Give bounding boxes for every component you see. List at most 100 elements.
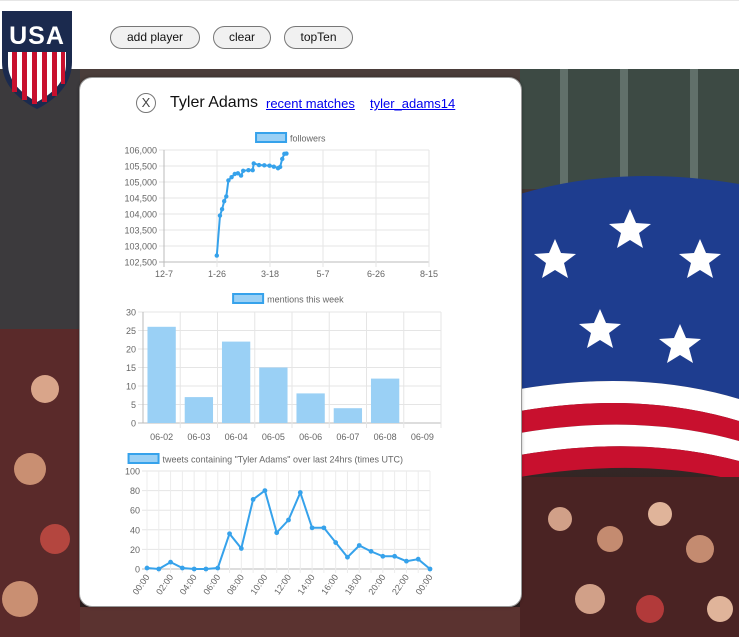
- mentions-bar: [221, 341, 251, 423]
- mentions-bar: [259, 367, 288, 423]
- followers-point: [219, 207, 225, 212]
- legend-label: tweets containing "Tyler Adams" over las…: [163, 455, 403, 465]
- close-button[interactable]: X: [136, 93, 156, 113]
- x-tick-label: 20:00: [366, 572, 387, 596]
- followers-point: [262, 163, 267, 168]
- tweets-point: [297, 490, 303, 495]
- followers-point: [256, 162, 262, 168]
- twitter-handle-link[interactable]: tyler_adams14: [370, 96, 456, 111]
- x-tick-label: 06:00: [201, 572, 222, 596]
- x-tick-label: 02:00: [154, 572, 175, 596]
- y-tick-label: 5: [131, 400, 136, 410]
- x-tick-label: 1-26: [208, 269, 226, 279]
- tweets-point: [404, 558, 409, 564]
- x-tick-label: 04:00: [178, 572, 199, 596]
- add-player-button[interactable]: add player: [110, 26, 200, 49]
- legend-swatch: [127, 453, 160, 464]
- legend-label: mentions this week: [267, 295, 344, 305]
- tweets-point: [333, 540, 339, 545]
- followers-point: [238, 173, 244, 178]
- tweets-point: [286, 517, 291, 523]
- followers-point: [240, 168, 246, 173]
- y-tick-label: 25: [126, 326, 136, 336]
- y-tick-label: 104,500: [124, 194, 157, 204]
- followers-point: [271, 164, 277, 169]
- legend-swatch: [232, 293, 265, 304]
- mentions-bar: [147, 326, 176, 423]
- clear-button[interactable]: clear: [213, 26, 271, 49]
- mentions-bar: [184, 397, 214, 423]
- x-tick-label: 06-04: [225, 432, 248, 442]
- x-tick-label: 14:00: [296, 572, 317, 596]
- y-tick-label: 105,500: [124, 162, 157, 172]
- followers-point: [221, 199, 227, 204]
- tweets-point: [321, 525, 327, 531]
- tweets-point: [227, 531, 232, 537]
- y-tick-label: 15: [126, 363, 136, 373]
- y-tick-label: 80: [130, 486, 140, 496]
- tweets-point: [262, 488, 268, 493]
- mentions-bar: [296, 393, 325, 423]
- tweets-point: [368, 548, 374, 554]
- followers-point: [224, 194, 229, 199]
- x-tick-label: 00:00: [131, 572, 152, 596]
- followers-point: [235, 171, 241, 176]
- legend-swatch: [255, 132, 288, 143]
- x-tick-label: 00:00: [414, 572, 435, 596]
- player-charts: followers102,500103,000103,500104,000104…: [124, 132, 442, 597]
- y-tick-label: 20: [130, 545, 140, 555]
- followers-point: [214, 253, 219, 258]
- tweets-point: [250, 497, 256, 502]
- tweets-point: [156, 566, 162, 572]
- x-tick-label: 18:00: [343, 572, 364, 596]
- followers-point: [246, 167, 251, 173]
- tweets-point: [144, 565, 150, 571]
- tweets-point: [168, 559, 173, 565]
- tweets-point: [238, 546, 244, 551]
- tweets-point: [191, 566, 197, 572]
- tweets-point: [309, 525, 315, 531]
- x-tick-label: 16:00: [319, 572, 340, 596]
- x-tick-label: 6-26: [367, 269, 385, 279]
- x-tick-label: 06-06: [299, 432, 322, 442]
- followers-point: [277, 164, 283, 170]
- followers-point: [251, 161, 256, 166]
- followers-point: [284, 151, 289, 156]
- x-tick-label: 06-09: [411, 432, 434, 442]
- x-tick-label: 22:00: [390, 572, 411, 596]
- recent-matches-link[interactable]: recent matches: [266, 96, 355, 111]
- followers-point: [280, 156, 285, 162]
- x-tick-label: 06-08: [374, 432, 397, 442]
- tweets-point: [392, 553, 398, 559]
- tweets-point: [356, 543, 362, 548]
- tweets-point: [203, 566, 209, 572]
- followers-point: [226, 178, 231, 183]
- y-tick-label: 103,000: [124, 242, 157, 252]
- x-tick-label: 8-15: [420, 269, 438, 279]
- top-ten-button[interactable]: topTen: [284, 26, 353, 49]
- y-tick-label: 40: [130, 525, 140, 535]
- usa-crest-logo: USA: [2, 11, 72, 110]
- tweets-point: [179, 565, 185, 571]
- followers-point: [229, 175, 234, 180]
- mentions-bar: [370, 378, 400, 423]
- y-tick-label: 102,500: [124, 258, 157, 268]
- tweets-point: [215, 565, 221, 571]
- player-popup: X Tyler Adams recent matches tyler_adams…: [79, 77, 522, 607]
- followers-point: [267, 163, 272, 168]
- followers-point: [217, 213, 223, 218]
- x-tick-label: 12-7: [155, 269, 173, 279]
- svg-text:USA: USA: [9, 22, 65, 50]
- x-tick-label: 06-02: [150, 432, 173, 442]
- y-tick-label: 104,000: [124, 210, 157, 220]
- y-tick-label: 0: [135, 565, 140, 575]
- y-tick-label: 105,000: [124, 178, 157, 188]
- x-tick-label: 06-07: [336, 432, 359, 442]
- y-tick-label: 60: [130, 506, 140, 516]
- player-name: Tyler Adams: [170, 94, 259, 111]
- x-tick-label: 08:00: [225, 572, 246, 596]
- y-tick-label: 10: [126, 382, 136, 392]
- y-tick-label: 0: [131, 419, 136, 429]
- followers-point: [250, 167, 255, 173]
- x-tick-label: 10:00: [248, 572, 269, 596]
